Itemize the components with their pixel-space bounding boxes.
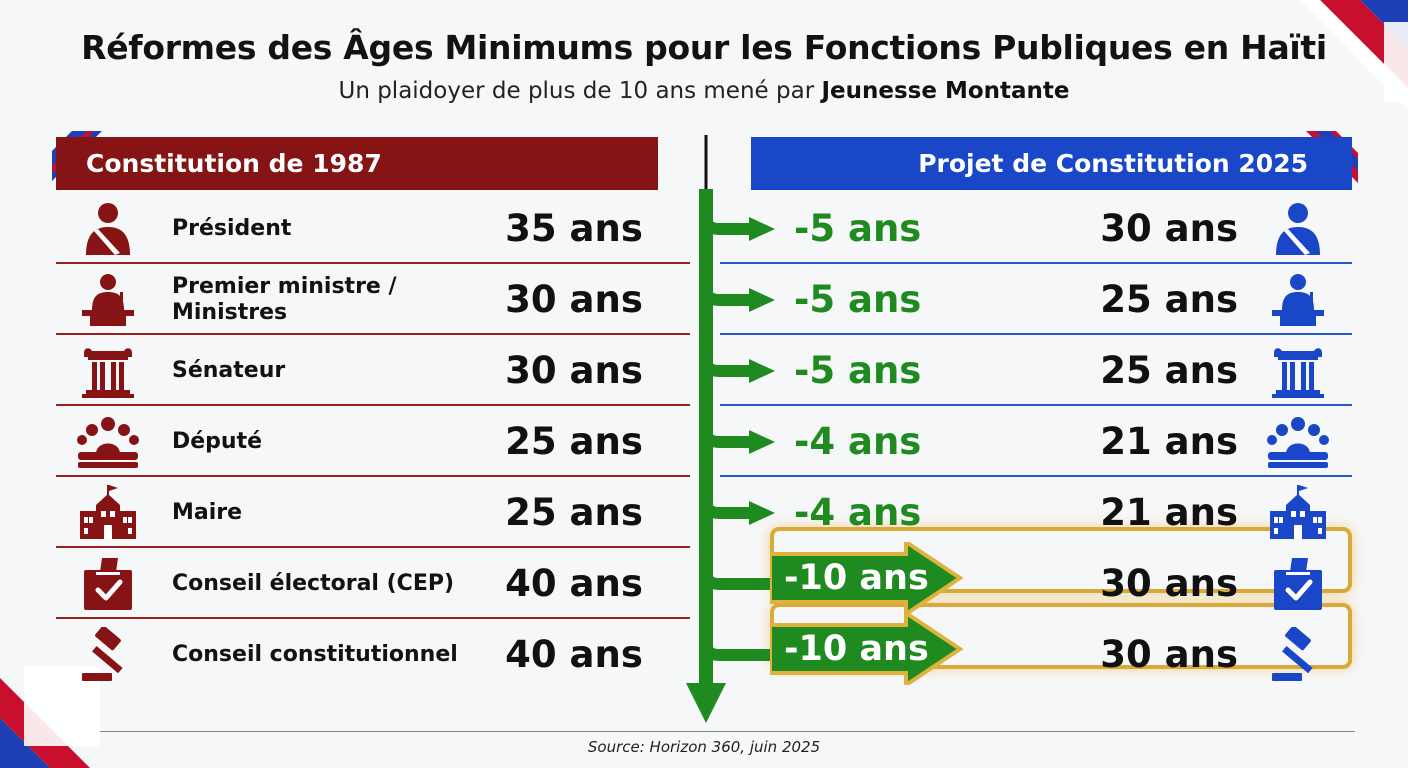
new-age-value: 21 ans [1100,420,1238,463]
old-age-value: 25 ans [505,420,643,463]
row-divider [720,333,1352,335]
podium-icon [1266,272,1330,328]
row-old-2: Sénateur 30 ans [56,335,690,406]
age-change-value: -10 ans [784,557,929,598]
role-line-1: Premier ministre / [172,273,397,299]
source-note: Source: Horizon 360, juin 2025 [587,738,821,756]
age-change-value: -10 ans [784,628,929,669]
age-change-value: -5 ans [794,207,922,250]
page-title: Réformes des Âges Minimums pour les Fonc… [81,28,1327,67]
subtitle-org: Jeunesse Montante [821,78,1070,104]
row-new-2: 25 ans -5 ans [720,335,1352,406]
ballot-box-icon [76,556,140,612]
role-label: Premier ministre / Ministres [172,264,472,335]
president-icon [76,201,140,257]
row-divider [56,262,690,264]
old-age-value: 25 ans [505,491,643,534]
ballot-box-icon [1266,556,1330,612]
new-age-value: 30 ans [1100,207,1238,250]
column-icon [1266,343,1330,399]
row-divider [56,546,690,548]
age-change-arrow: -10 ans [770,612,964,685]
row-old-6: Conseil constitutionnel 40 ans [56,619,690,690]
role-line-2: Ministres [172,299,288,325]
gavel-icon [1266,627,1330,683]
role-label: Conseil électoral (CEP) [172,548,472,619]
role-label: Sénateur [172,335,472,406]
role-line-1: Maire [172,499,243,525]
old-age-value: 40 ans [505,633,643,676]
page-subtitle: Un plaidoyer de plus de 10 ans mené par … [0,78,1408,104]
age-change-arrow: -10 ans [770,541,964,614]
old-age-value: 35 ans [505,207,643,250]
new-age-value: 30 ans [1100,562,1238,605]
new-age-value: 25 ans [1100,278,1238,321]
row-new-1: 25 ans -5 ans [720,264,1352,335]
flag-corner-bottom-left [0,666,100,768]
row-divider [56,475,690,477]
old-age-value: 40 ans [505,562,643,605]
branch-arrow [700,543,773,590]
row-old-0: Président 35 ans [56,193,690,264]
role-label: Conseil constitutionnel [172,619,472,690]
header-constitution-1987: Constitution de 1987 [56,137,658,190]
row-new-3: 21 ans -4 ans [720,406,1352,477]
flag-corner-top-right [1300,0,1408,110]
row-new-4: 21 ans -4 ans [720,477,1352,548]
subtitle-text: Un plaidoyer de plus de 10 ans mené par [338,78,822,104]
row-new-0: 30 ans -5 ans [720,193,1352,264]
role-line-1: Conseil constitutionnel [172,641,458,667]
column-icon [76,343,140,399]
new-age-value: 30 ans [1100,633,1238,676]
role-label: Maire [172,477,472,548]
branch-arrow [700,472,775,525]
row-divider [720,404,1352,406]
header-constitution-2025: Projet de Constitution 2025 [751,137,1352,190]
assembly-icon [1266,414,1330,470]
old-age-value: 30 ans [505,278,643,321]
role-line-1: Président [172,215,292,241]
row-divider [720,475,1352,477]
row-old-1: Premier ministre / Ministres 30 ans [56,264,690,335]
row-divider [56,404,690,406]
age-change-value: -4 ans [794,491,922,534]
role-label: Président [172,193,472,264]
new-age-value: 21 ans [1100,491,1238,534]
town-hall-icon [76,485,140,541]
role-line-1: Député [172,428,263,454]
row-divider [720,262,1352,264]
row-new-6: 30 ans [720,619,1352,690]
branch-arrow [700,259,775,312]
row-old-4: Maire 25 ans [56,477,690,548]
footer-divider [100,731,1355,732]
gavel-icon [76,627,140,683]
row-old-3: Député 25 ans [56,406,690,477]
role-line-1: Sénateur [172,357,286,383]
old-age-value: 30 ans [505,349,643,392]
row-divider [56,333,690,335]
row-new-5: 30 ans [720,548,1352,619]
role-label: Député [172,406,472,477]
branch-arrow [700,330,775,383]
row-old-5: Conseil électoral (CEP) 40 ans [56,548,690,619]
branch-arrow [700,401,775,454]
age-change-value: -4 ans [794,420,922,463]
president-icon [1266,201,1330,257]
age-change-value: -5 ans [794,278,922,321]
new-age-value: 25 ans [1100,349,1238,392]
town-hall-icon [1266,485,1330,541]
assembly-icon [76,414,140,470]
age-change-value: -5 ans [794,349,922,392]
row-divider [56,617,690,619]
branch-arrow [700,614,773,661]
role-line-1: Conseil électoral (CEP) [172,570,455,596]
podium-icon [76,272,140,328]
branch-arrow [700,188,775,241]
